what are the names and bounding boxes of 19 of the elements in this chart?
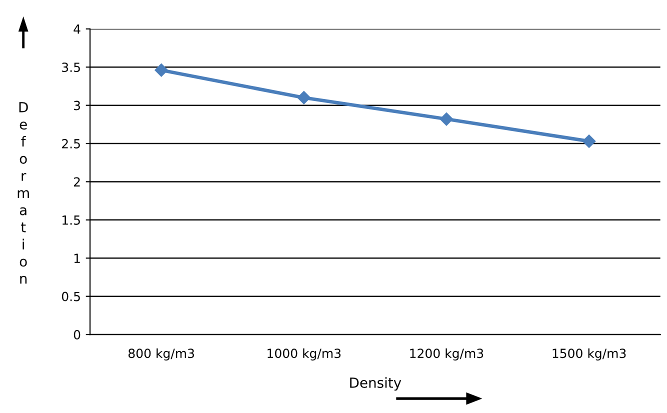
- x-tick-label: 1000 kg/m3: [268, 348, 341, 361]
- y-tick-label: 4: [74, 24, 80, 34]
- y-tick-label: 3: [74, 100, 80, 110]
- y-tick-label: 0.5: [62, 292, 80, 302]
- y-tick-label: 0: [74, 330, 80, 340]
- y-tick-label: 3.5: [62, 62, 80, 72]
- point: [440, 112, 454, 126]
- x-tick-label: 1200 kg/m3: [410, 348, 484, 361]
- point: [297, 91, 310, 104]
- y-tick-label: 2: [74, 177, 80, 186]
- point: [154, 64, 168, 77]
- x-axis-title: Density: [350, 377, 402, 391]
- x-tick-label: 1500 kg/m3: [552, 348, 626, 361]
- x-tick-label: 800 kg/m3: [128, 348, 194, 361]
- y-tick-label: 1.5: [62, 216, 80, 225]
- y-tick-label: 2.5: [62, 138, 80, 148]
- point: [582, 134, 596, 148]
- y-tick-label: 1: [74, 254, 80, 263]
- text: Deformation: [18, 102, 29, 284]
